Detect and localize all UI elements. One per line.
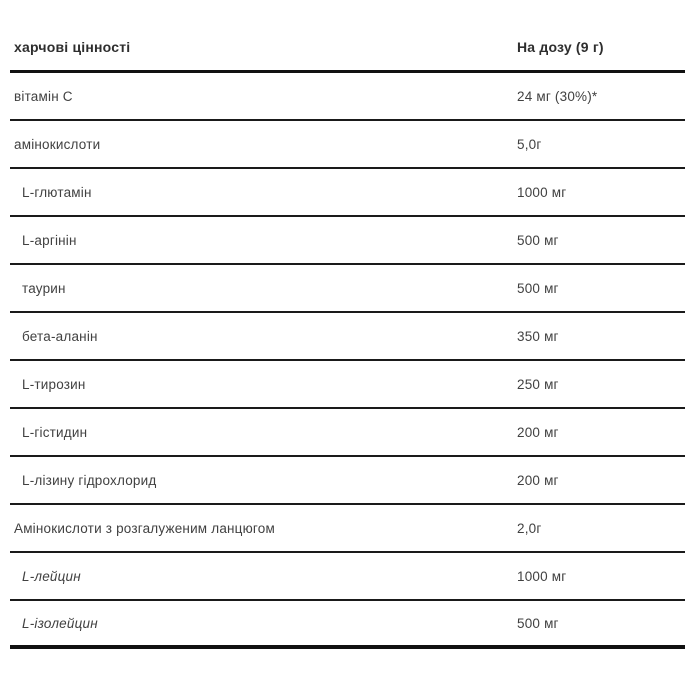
row-value: 500 мг bbox=[517, 232, 559, 248]
row-value: 250 мг bbox=[517, 376, 559, 392]
table-row: амінокислоти 5,0г bbox=[10, 121, 685, 169]
table-row: L-лейцин 1000 мг bbox=[10, 553, 685, 601]
row-value: 2,0г bbox=[517, 520, 542, 536]
table-row: L-ізолейцин 500 мг bbox=[10, 601, 685, 649]
table-header-row: харчові цінності На дозу (9 г) bbox=[10, 24, 685, 73]
table-row: L-аргінін 500 мг bbox=[10, 217, 685, 265]
row-label: вітамін С bbox=[14, 88, 73, 104]
row-label: L-гістидин bbox=[22, 424, 88, 440]
row-value: 500 мг bbox=[517, 615, 559, 631]
nutrition-facts-table: харчові цінності На дозу (9 г) вітамін С… bbox=[10, 24, 685, 649]
table-row: бета-аланін 350 мг bbox=[10, 313, 685, 361]
row-value: 1000 мг bbox=[517, 568, 567, 584]
row-label: L-глютамін bbox=[22, 184, 92, 200]
row-label: таурин bbox=[22, 280, 66, 296]
table-row: таурин 500 мг bbox=[10, 265, 685, 313]
row-label: L-ізолейцин bbox=[22, 615, 98, 631]
column-header-per-dose: На дозу (9 г) bbox=[517, 39, 604, 55]
row-label: бета-аланін bbox=[22, 328, 98, 344]
row-label: Амінокислоти з розгалуженим ланцюгом bbox=[14, 520, 275, 536]
row-value: 500 мг bbox=[517, 280, 559, 296]
table-row: вітамін С 24 мг (30%)* bbox=[10, 73, 685, 121]
row-value: 200 мг bbox=[517, 472, 559, 488]
row-value: 24 мг (30%)* bbox=[517, 88, 598, 104]
table-row: L-гістидин 200 мг bbox=[10, 409, 685, 457]
row-label: L-лізину гідрохлорид bbox=[22, 472, 157, 488]
row-label: L-лейцин bbox=[22, 568, 81, 584]
row-value: 1000 мг bbox=[517, 184, 567, 200]
column-header-nutrient: харчові цінності bbox=[14, 39, 131, 55]
row-label: L-тирозин bbox=[22, 376, 86, 392]
table-row: L-глютамін 1000 мг bbox=[10, 169, 685, 217]
table-row: L-тирозин 250 мг bbox=[10, 361, 685, 409]
row-value: 350 мг bbox=[517, 328, 559, 344]
row-value: 5,0г bbox=[517, 136, 542, 152]
table-row: Амінокислоти з розгалуженим ланцюгом 2,0… bbox=[10, 505, 685, 553]
table-row: L-лізину гідрохлорид 200 мг bbox=[10, 457, 685, 505]
row-value: 200 мг bbox=[517, 424, 559, 440]
row-label: амінокислоти bbox=[14, 136, 101, 152]
row-label: L-аргінін bbox=[22, 232, 77, 248]
